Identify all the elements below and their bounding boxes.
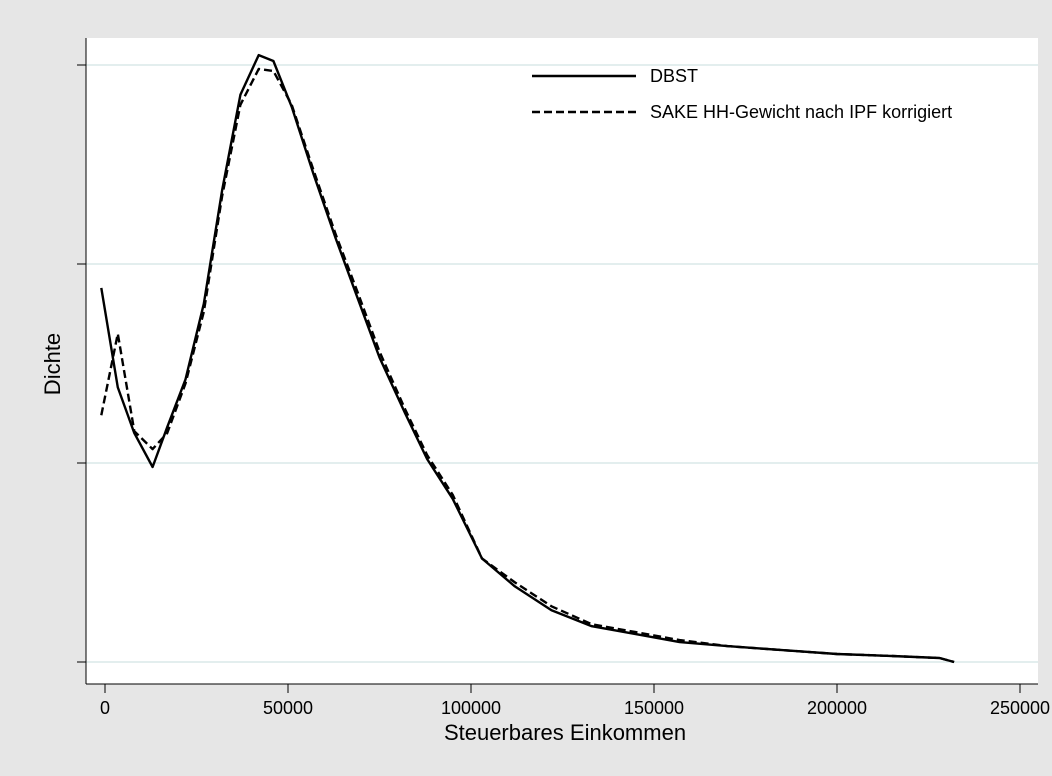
plot-area	[86, 38, 1038, 684]
legend: DBST SAKE HH-Gewicht nach IPF korrigiert	[532, 66, 952, 122]
legend-label: SAKE HH-Gewicht nach IPF korrigiert	[650, 102, 952, 122]
tick-layer: 0 50000 100000 150000 200000 250000	[77, 64, 1050, 718]
x-tick-label: 50000	[263, 698, 313, 718]
grid-layer	[86, 64, 1038, 663]
x-tick-label: 200000	[807, 698, 867, 718]
x-tick-label: 100000	[441, 698, 501, 718]
series-line-sake	[100, 67, 955, 664]
x-tick-label: 250000	[990, 698, 1050, 718]
series-layer	[100, 53, 955, 664]
x-tick-label: 150000	[624, 698, 684, 718]
x-tick-label: 0	[100, 698, 110, 718]
legend-label: DBST	[650, 66, 698, 86]
y-axis-label: Dichte	[40, 333, 65, 395]
x-axis-label: Steuerbares Einkommen	[444, 720, 686, 745]
